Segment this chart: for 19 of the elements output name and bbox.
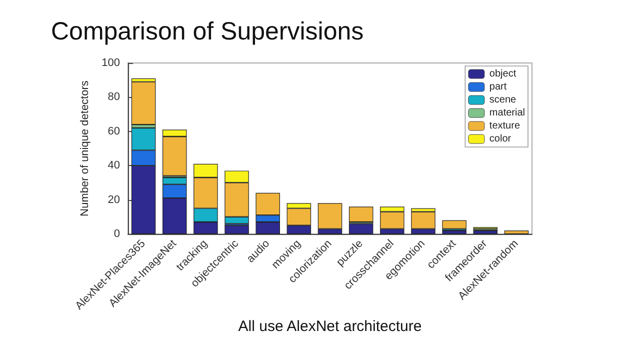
legend-label: part	[489, 82, 507, 92]
chart-title: Comparison of Supervisions	[51, 18, 364, 46]
y-axis-title: Number of unique detectors	[79, 80, 92, 216]
y-tick-label: 80	[108, 91, 120, 104]
y-tick-label: 60	[108, 125, 120, 138]
y-tick-label: 40	[108, 160, 120, 172]
bar	[473, 230, 498, 234]
bar	[504, 230, 529, 234]
bar	[224, 225, 249, 234]
legend-label: material	[489, 108, 526, 118]
y-tick-label: 20	[108, 194, 120, 206]
legend-label: color	[489, 134, 512, 144]
legend-label: scene	[489, 94, 517, 106]
y-tick-label: 0	[114, 228, 120, 240]
legend-label: texture	[489, 120, 520, 132]
legend-label: object	[489, 68, 516, 80]
x-axis-title: All use AlexNet architecture	[238, 318, 422, 335]
y-tick-label: 100	[102, 57, 120, 69]
bar	[131, 82, 156, 125]
